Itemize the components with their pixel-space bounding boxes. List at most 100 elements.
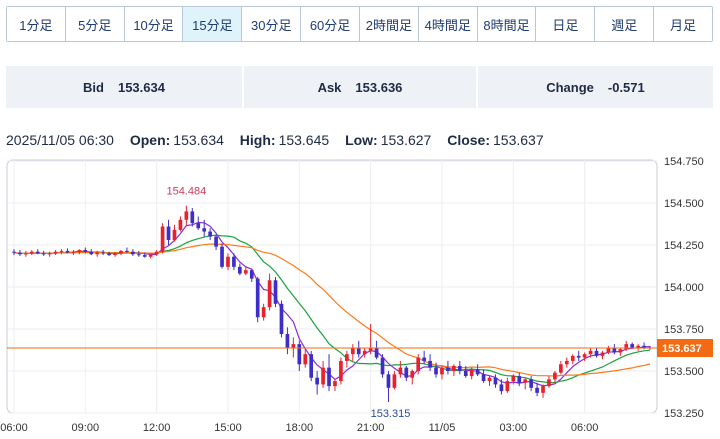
candle (594, 347, 599, 358)
candle-body (398, 367, 403, 375)
candle-body (356, 347, 361, 355)
candle (392, 371, 397, 390)
candle-body (630, 344, 635, 348)
x-tick-label: 11/05 (429, 422, 456, 434)
candle-body (83, 250, 88, 252)
close-label: Close: (447, 132, 491, 148)
candle-body (463, 371, 468, 377)
candle-body (434, 367, 438, 375)
candle (588, 347, 593, 358)
candle (523, 377, 528, 390)
candle (71, 250, 76, 256)
candle-body (285, 334, 290, 348)
candle-body (113, 253, 117, 256)
candle (553, 371, 557, 383)
y-tick-label: 154.750 (664, 156, 704, 168)
candle-body (594, 350, 599, 356)
candle-body (618, 349, 623, 353)
x-tick-label: 15:00 (214, 422, 242, 434)
candle (345, 350, 349, 368)
candle-body (570, 355, 575, 361)
tab-10[interactable]: 日足 (536, 7, 596, 41)
candle-body (582, 354, 587, 358)
candle-body (469, 369, 474, 377)
candle-body (279, 303, 284, 335)
candle (261, 303, 266, 321)
candle-body (220, 246, 224, 267)
candle-body (416, 357, 421, 371)
ask-label: Ask (317, 79, 342, 95)
candle (267, 273, 272, 311)
tab-9[interactable]: 8時間足 (477, 7, 537, 41)
candle-body (446, 367, 450, 371)
candle (511, 374, 516, 385)
candle (154, 250, 159, 256)
candle-body (297, 344, 302, 365)
candle (582, 352, 587, 361)
tab-8[interactable]: 4時間足 (418, 7, 478, 41)
tab-4[interactable]: 15分足 (183, 7, 243, 41)
candle-body (148, 254, 153, 257)
candle-body (600, 352, 605, 356)
candle-body (238, 266, 242, 274)
candle-body (273, 280, 278, 304)
candle (226, 253, 230, 271)
candle (487, 376, 492, 387)
candle-body (35, 251, 40, 254)
tab-5[interactable]: 30分足 (242, 7, 302, 41)
tab-3[interactable]: 10分足 (124, 7, 184, 41)
candle (12, 249, 16, 256)
last-price-tag (657, 338, 713, 357)
timeframe-tabs: 1分足 5分足 10分足 15分足 30分足 60分足 2時間足 4時間足 8時間足 日足 週足 月足 (6, 6, 713, 42)
candle (107, 251, 111, 256)
candle (404, 365, 409, 382)
tab-11[interactable]: 週足 (595, 7, 655, 41)
candle-body (12, 251, 16, 253)
candle-body (232, 256, 236, 267)
candle-body (18, 252, 22, 255)
candle (119, 250, 123, 256)
change-label: Change (546, 79, 594, 95)
candle (416, 354, 421, 375)
tab-1[interactable]: 1分足 (7, 7, 66, 41)
tab-2[interactable]: 5分足 (65, 7, 125, 41)
x-tick-label: 09:00 (72, 422, 100, 434)
candle-body (333, 381, 337, 387)
candle (238, 263, 242, 276)
bid-value: 153.634 (117, 79, 165, 95)
candle-body (309, 354, 314, 378)
y-tick-label: 154.000 (664, 282, 704, 294)
tab-7[interactable]: 2時間足 (359, 7, 419, 41)
candle (47, 251, 52, 257)
candle (547, 376, 551, 388)
candle (59, 249, 64, 255)
candle (279, 300, 284, 338)
candle-body (642, 345, 646, 348)
candle-body (202, 228, 207, 232)
candle (529, 376, 533, 392)
candle (374, 340, 379, 360)
candle (232, 253, 236, 271)
candle-body (493, 377, 498, 385)
candle-body (47, 253, 52, 255)
candle-body (564, 360, 569, 365)
candle (220, 243, 224, 269)
tab-12[interactable]: 月足 (654, 7, 712, 41)
tab-6[interactable]: 60分足 (301, 7, 360, 41)
candle-body (29, 251, 34, 254)
candle-body (541, 386, 545, 393)
candle-body (505, 381, 510, 392)
candle (255, 276, 260, 323)
bid-panel: Bid 153.634 (6, 66, 242, 108)
candle (18, 250, 22, 256)
candlestick-chart[interactable]: 154.750 154.500 154.250 154.000 153.750 153.5… (0, 150, 720, 439)
candle-body (547, 379, 551, 387)
candle-body (422, 357, 426, 361)
candle-body (327, 367, 331, 387)
candle-body (255, 278, 260, 318)
candle (368, 323, 373, 355)
candle (142, 252, 147, 258)
candle (131, 249, 135, 256)
candle (362, 347, 367, 358)
candle (291, 337, 296, 358)
